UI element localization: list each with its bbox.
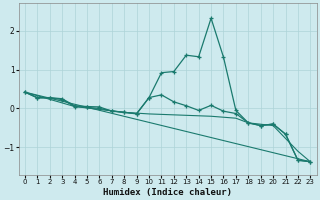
X-axis label: Humidex (Indice chaleur): Humidex (Indice chaleur) (103, 188, 232, 197)
